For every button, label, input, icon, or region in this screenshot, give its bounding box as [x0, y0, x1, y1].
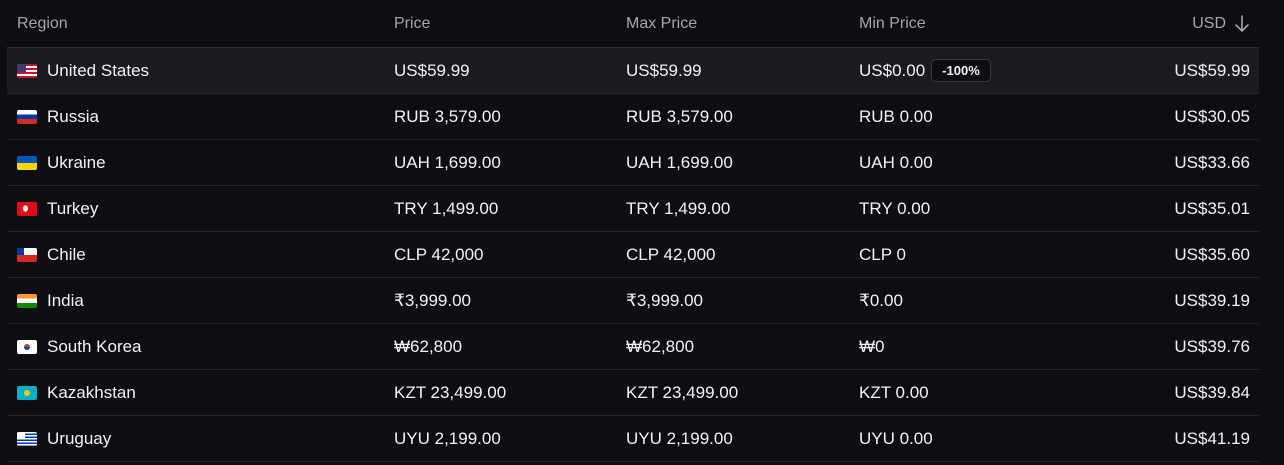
price-cell: UAH 1,699.00	[394, 152, 501, 172]
min-price-cell: CLP 0	[859, 244, 906, 264]
discount-badge: -100%	[931, 59, 991, 82]
price-cell: KZT 23,499.00	[394, 382, 507, 402]
usd-cell: US$35.60	[1174, 244, 1250, 264]
region-name: Kazakhstan	[47, 382, 136, 402]
header-region[interactable]: Region	[17, 14, 68, 32]
usd-cell: US$39.19	[1174, 290, 1250, 310]
usd-cell: US$30.05	[1174, 106, 1250, 126]
usd-cell: US$59.99	[1174, 60, 1250, 80]
header-usd-label: USD	[1192, 14, 1226, 32]
min-price-cell: UYU 0.00	[859, 428, 933, 448]
usd-cell: US$41.19	[1174, 428, 1250, 448]
table-row[interactable]: Ukraine UAH 1,699.00 UAH 1,699.00 UAH 0.…	[7, 140, 1259, 186]
table-row[interactable]: United States US$59.99 US$59.99 US$0.00 …	[7, 48, 1259, 94]
region-name: Ukraine	[47, 152, 106, 172]
region-name: India	[47, 290, 84, 310]
price-cell: CLP 42,000	[394, 244, 484, 264]
usd-cell: US$39.84	[1174, 382, 1250, 402]
price-table: Region Price Max Price Min Price USD Uni…	[7, 0, 1259, 462]
cl-flag-icon	[17, 247, 37, 262]
region-name: South Korea	[47, 336, 142, 356]
min-price-cell: ₩0	[859, 336, 885, 356]
in-flag-icon	[17, 293, 37, 308]
header-max-price[interactable]: Max Price	[626, 14, 698, 32]
price-cell: US$59.99	[394, 60, 470, 80]
table-row[interactable]: Turkey TRY 1,499.00 TRY 1,499.00 TRY 0.0…	[7, 186, 1259, 232]
region-name: Uruguay	[47, 428, 112, 448]
table-row[interactable]: Kazakhstan KZT 23,499.00 KZT 23,499.00 K…	[7, 370, 1259, 416]
price-cell: TRY 1,499.00	[394, 198, 499, 218]
usd-cell: US$33.66	[1174, 152, 1250, 172]
min-price-cell: KZT 0.00	[859, 382, 929, 402]
max-price-cell: RUB 3,579.00	[626, 106, 733, 126]
price-cell: UYU 2,199.00	[394, 428, 501, 448]
table-row[interactable]: India ₹3,999.00 ₹3,999.00 ₹0.00 US$39.19	[7, 278, 1259, 324]
ru-flag-icon	[17, 109, 37, 124]
max-price-cell: ₹3,999.00	[626, 290, 703, 310]
region-name: Chile	[47, 244, 86, 264]
max-price-cell: KZT 23,499.00	[626, 382, 739, 402]
price-cell: ₩62,800	[394, 336, 463, 356]
min-price-cell: TRY 0.00	[859, 198, 931, 218]
price-cell: ₹3,999.00	[394, 290, 471, 310]
table-row[interactable]: Chile CLP 42,000 CLP 42,000 CLP 0 US$35.…	[7, 232, 1259, 278]
header-usd[interactable]: USD	[1109, 15, 1259, 33]
usd-cell: US$35.01	[1174, 198, 1250, 218]
table-header: Region Price Max Price Min Price USD	[7, 0, 1259, 48]
region-name: Russia	[47, 106, 99, 126]
min-price-cell: US$0.00	[859, 60, 926, 80]
max-price-cell: ₩62,800	[626, 336, 695, 356]
max-price-cell: UYU 2,199.00	[626, 428, 733, 448]
kr-flag-icon	[17, 339, 37, 354]
min-price-cell: ₹0.00	[859, 290, 903, 310]
arrow-down-icon[interactable]	[1234, 14, 1250, 33]
header-min-price[interactable]: Min Price	[859, 14, 926, 32]
table-row[interactable]: Russia RUB 3,579.00 RUB 3,579.00 RUB 0.0…	[7, 94, 1259, 140]
min-price-cell: RUB 0.00	[859, 106, 933, 126]
max-price-cell: UAH 1,699.00	[626, 152, 733, 172]
uy-flag-icon	[17, 431, 37, 446]
min-price-cell: UAH 0.00	[859, 152, 933, 172]
max-price-cell: TRY 1,499.00	[626, 198, 731, 218]
table-row[interactable]: Uruguay UYU 2,199.00 UYU 2,199.00 UYU 0.…	[7, 416, 1259, 462]
header-price[interactable]: Price	[394, 14, 431, 32]
region-name: United States	[47, 60, 150, 80]
us-flag-icon	[17, 63, 37, 78]
tr-flag-icon	[17, 201, 37, 216]
region-name: Turkey	[47, 198, 99, 218]
price-cell: RUB 3,579.00	[394, 106, 501, 126]
max-price-cell: US$59.99	[626, 60, 702, 80]
max-price-cell: CLP 42,000	[626, 244, 716, 264]
table-row[interactable]: South Korea ₩62,800 ₩62,800 ₩0 US$39.76	[7, 324, 1259, 370]
ua-flag-icon	[17, 155, 37, 170]
kz-flag-icon	[17, 385, 37, 400]
usd-cell: US$39.76	[1174, 336, 1250, 356]
